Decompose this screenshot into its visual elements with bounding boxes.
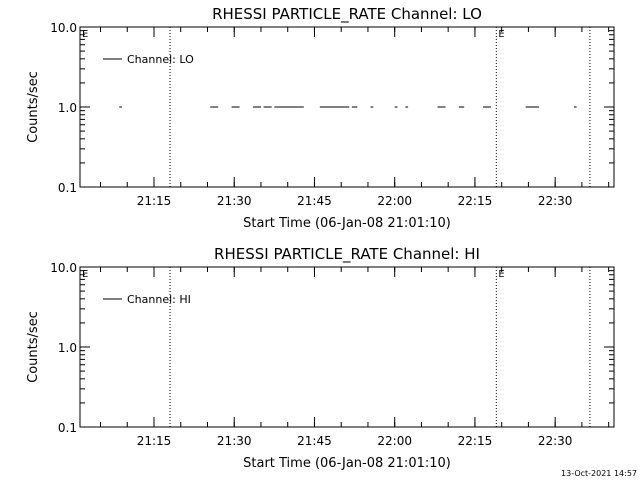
event-marker-label: E xyxy=(82,269,88,280)
x-tick-label: 21:30 xyxy=(217,434,252,448)
y-tick-label: 10.0 xyxy=(50,261,77,275)
y-axis-label: Counts/sec xyxy=(26,71,41,143)
x-tick-label: 21:15 xyxy=(137,194,172,208)
y-tick-label: 1.0 xyxy=(58,341,77,355)
y-tick-label: 0.1 xyxy=(58,181,77,195)
x-axis-label: Start Time (06-Jan-08 21:01:10) xyxy=(243,456,451,471)
x-tick-label: 22:15 xyxy=(458,194,493,208)
event-marker-label: E xyxy=(498,269,504,280)
x-tick-label: 22:00 xyxy=(377,434,412,448)
x-axis-label: Start Time (06-Jan-08 21:01:10) xyxy=(243,216,451,231)
chart-title: RHESSI PARTICLE_RATE Channel: HI xyxy=(214,245,480,264)
x-tick-label: 22:15 xyxy=(458,434,493,448)
x-tick-label: 22:30 xyxy=(538,434,573,448)
x-tick-label: 22:30 xyxy=(538,194,573,208)
chart-panel-lo: RHESSI PARTICLE_RATE Channel: LO Counts/… xyxy=(26,5,615,231)
y-tick-label: 0.1 xyxy=(58,421,77,435)
footer-timestamp: 13-Oct-2021 14:57 xyxy=(561,469,637,478)
event-marker-label: E xyxy=(82,29,88,40)
y-axis-label: Counts/sec xyxy=(26,311,41,383)
legend: Channel: HI xyxy=(103,293,191,306)
x-tick-label: 21:45 xyxy=(297,194,332,208)
y-tick-label: 10.0 xyxy=(50,21,77,35)
chart-title: RHESSI PARTICLE_RATE Channel: LO xyxy=(212,5,482,24)
event-marker-label: E xyxy=(498,29,504,40)
legend: Channel: LO xyxy=(103,53,194,66)
legend-entry: Channel: LO xyxy=(127,53,194,66)
x-tick-label: 21:15 xyxy=(137,434,172,448)
x-tick-label: 21:45 xyxy=(297,434,332,448)
y-tick-label: 1.0 xyxy=(58,101,77,115)
x-tick-label: 21:30 xyxy=(217,194,252,208)
x-tick-label: 22:00 xyxy=(377,194,412,208)
chart-panel-hi: RHESSI PARTICLE_RATE Channel: HI Counts/… xyxy=(26,245,615,471)
legend-entry: Channel: HI xyxy=(127,293,191,306)
